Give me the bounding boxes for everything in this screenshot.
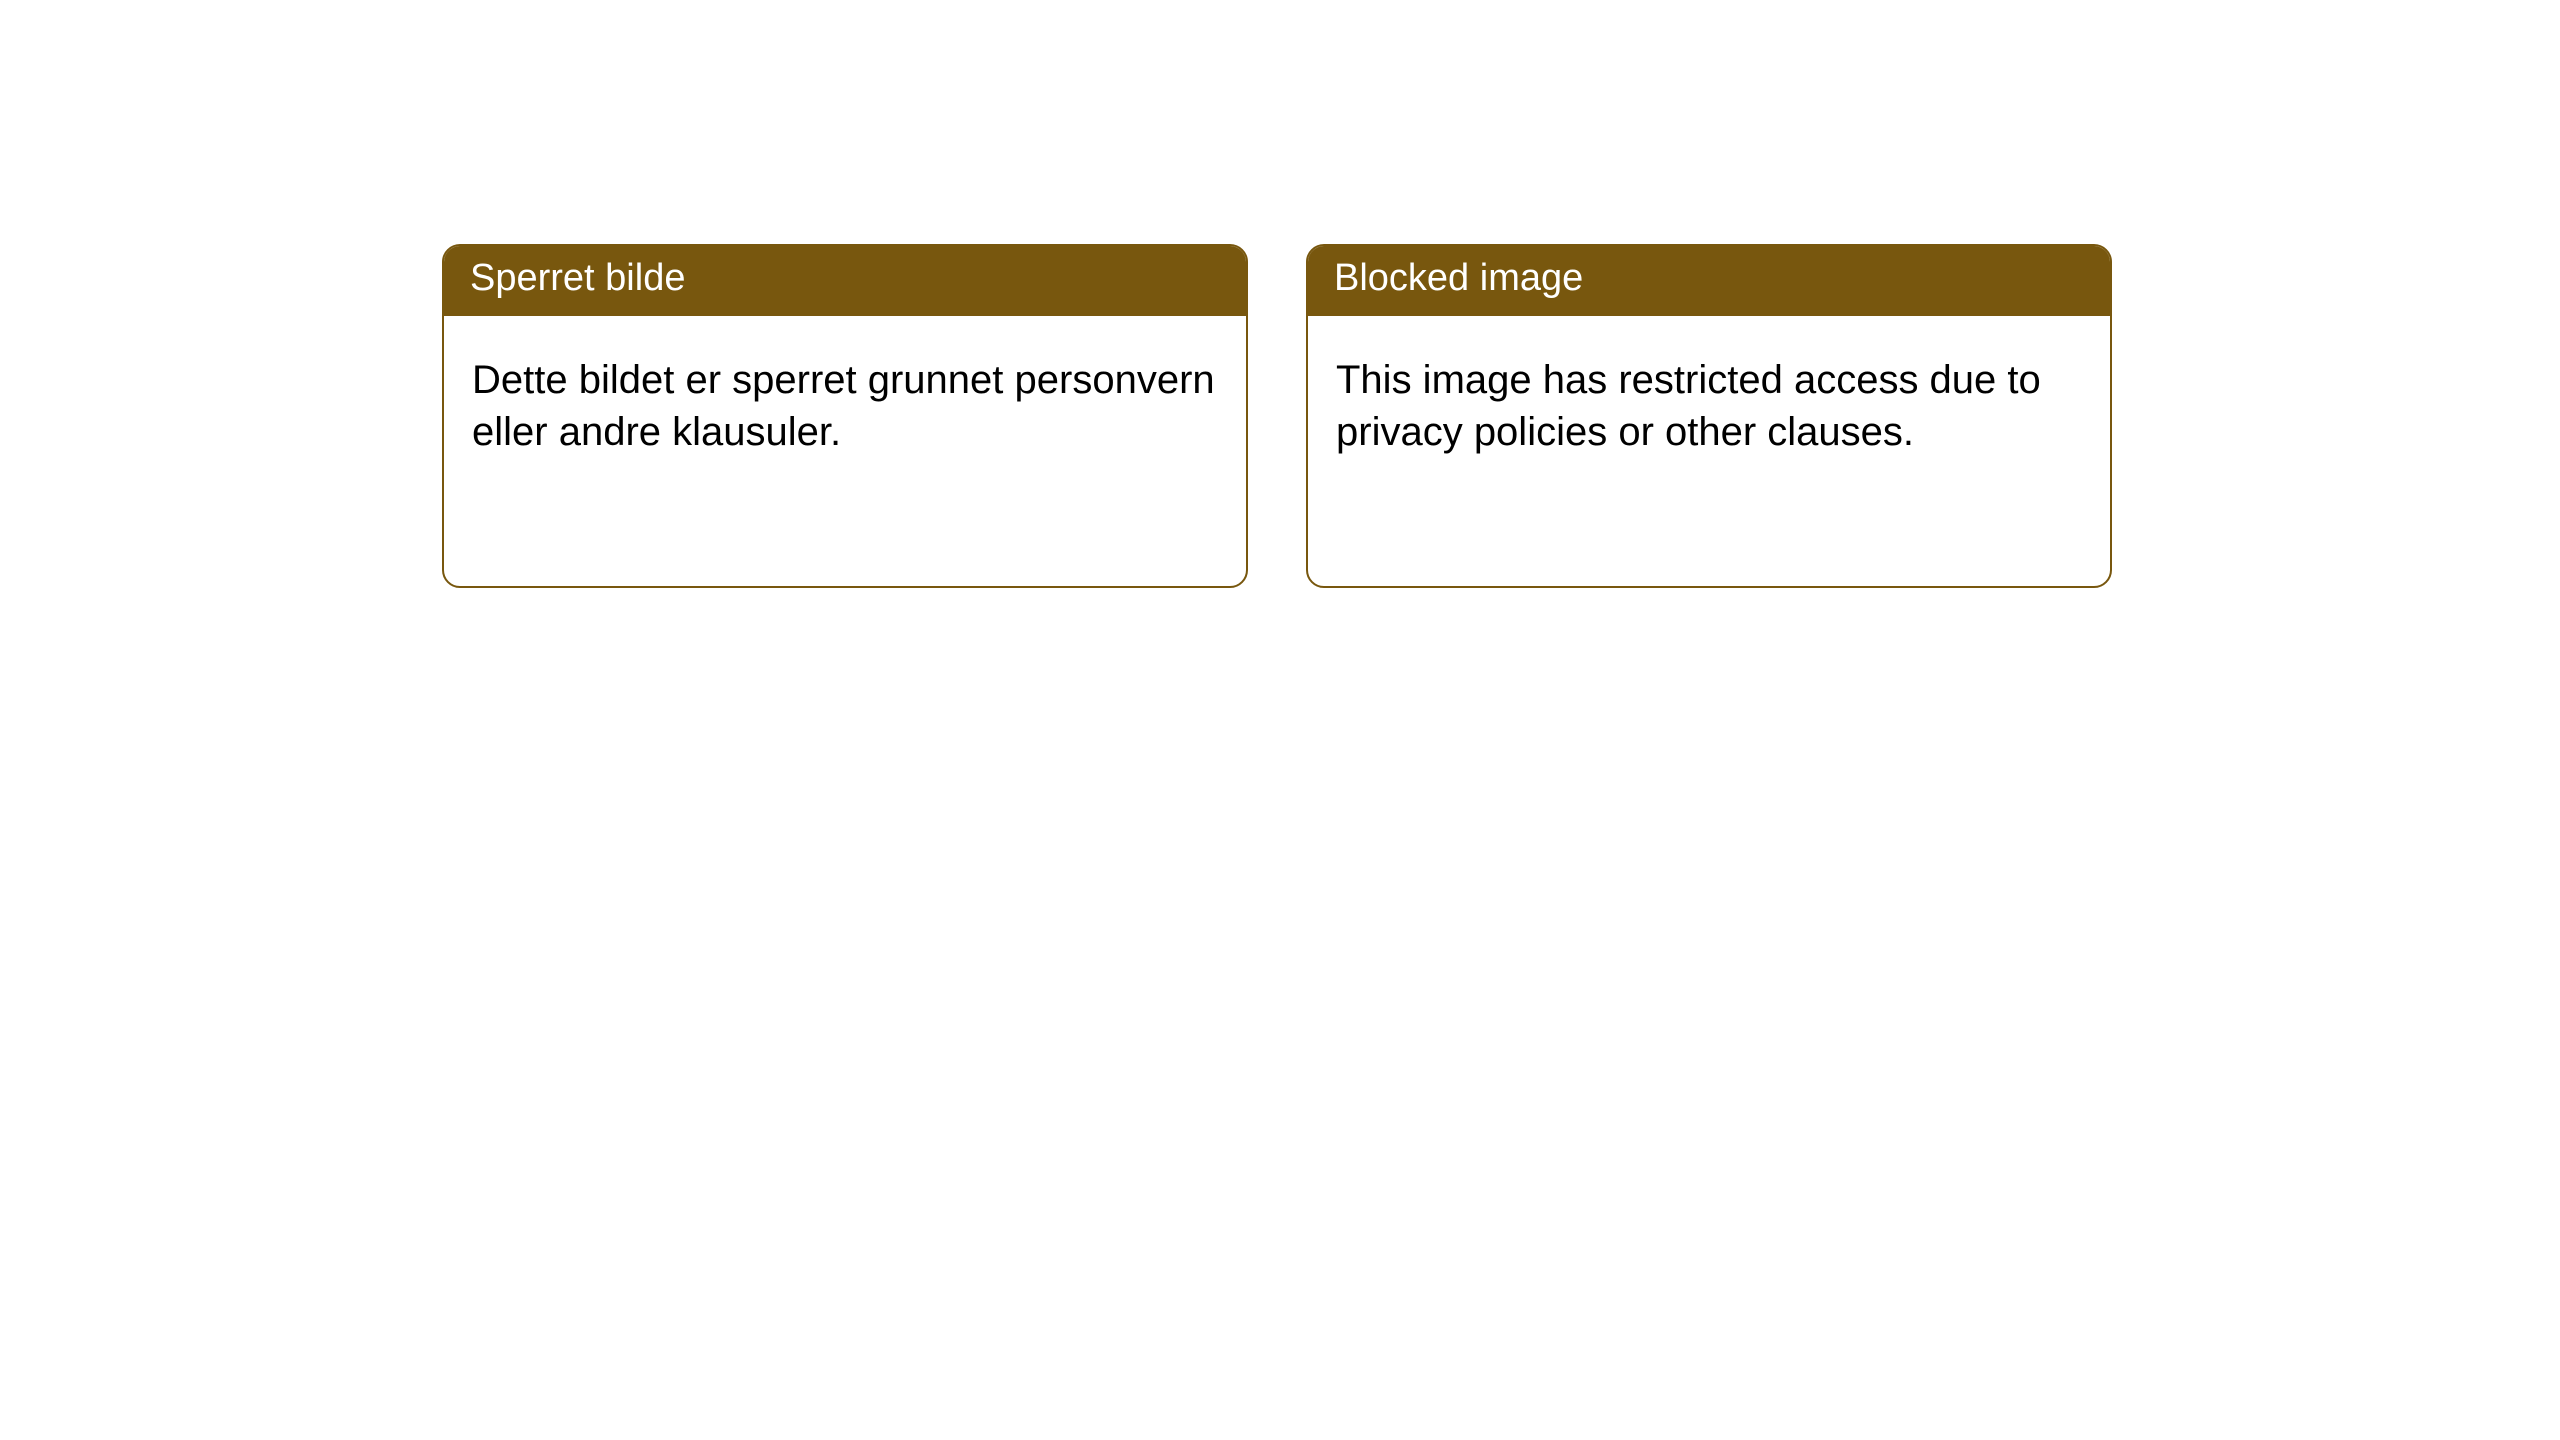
card-body-no: Dette bildet er sperret grunnet personve… [444, 316, 1246, 586]
card-header-no: Sperret bilde [444, 246, 1246, 316]
blocked-image-card-en: Blocked image This image has restricted … [1306, 244, 2112, 588]
card-header-en: Blocked image [1308, 246, 2110, 316]
card-body-en: This image has restricted access due to … [1308, 316, 2110, 586]
notice-container: Sperret bilde Dette bildet er sperret gr… [0, 0, 2560, 588]
blocked-image-card-no: Sperret bilde Dette bildet er sperret gr… [442, 244, 1248, 588]
